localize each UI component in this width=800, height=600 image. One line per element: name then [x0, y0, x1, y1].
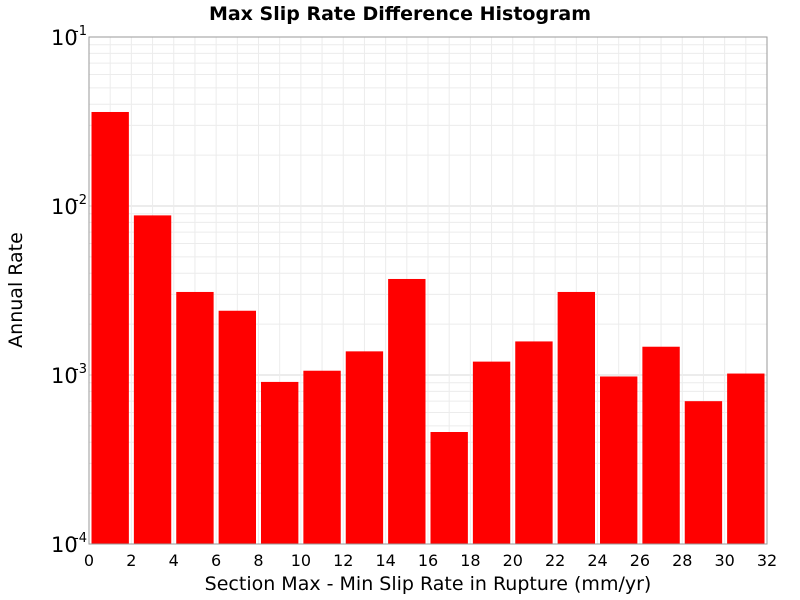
x-axis-ticks: 0 2 4 6 8 10 12 14 16 18 20 22 24 26 28 30 32 [84, 551, 777, 570]
y-axis-ticks: 10-410-310-210-1 [51, 24, 87, 557]
y-tick-label: 10-2 [51, 193, 87, 219]
x-tick-label: 0 [84, 551, 94, 570]
histogram-bar [600, 376, 638, 544]
chart-title: Max Slip Rate Difference Histogram [209, 3, 591, 25]
histogram-bar [472, 361, 511, 544]
x-tick-label: 20 [503, 551, 523, 570]
y-tick-base: 10 [51, 364, 78, 388]
histogram-bar [727, 373, 765, 544]
x-tick-label: 18 [460, 551, 480, 570]
histogram-bar [557, 291, 595, 544]
histogram-bar [176, 291, 214, 544]
y-tick-base: 10 [51, 195, 78, 219]
x-tick-label: 12 [333, 551, 353, 570]
histogram-bar [91, 111, 129, 545]
y-tick-label: 10-4 [51, 531, 87, 557]
histogram-bar [642, 346, 680, 544]
x-tick-label: 8 [253, 551, 263, 570]
x-tick-label: 30 [714, 551, 734, 570]
y-tick-label: 10-3 [51, 362, 87, 388]
y-tick-label: 10-1 [51, 24, 87, 50]
bars [91, 111, 765, 545]
histogram-bar [133, 215, 172, 544]
x-tick-label: 6 [211, 551, 221, 570]
x-tick-label: 22 [545, 551, 565, 570]
y-tick-exponent: -4 [74, 531, 87, 546]
x-tick-label: 2 [126, 551, 136, 570]
y-axis-label: Annual Rate [5, 232, 27, 348]
x-tick-label: 16 [418, 551, 438, 570]
histogram-bar [515, 341, 553, 544]
histogram-bar [345, 351, 384, 544]
plot-frame [88, 36, 768, 545]
x-tick-label: 4 [169, 551, 179, 570]
y-tick-base: 10 [51, 26, 78, 50]
x-tick-label: 26 [630, 551, 650, 570]
histogram-bar [388, 278, 426, 544]
histogram-bar [261, 381, 299, 544]
y-tick-exponent: -1 [74, 24, 87, 39]
histogram-bar [430, 431, 468, 544]
y-tick-base: 10 [51, 533, 78, 557]
histogram-bar [303, 370, 341, 544]
y-tick-exponent: -3 [74, 362, 87, 377]
x-tick-label: 14 [375, 551, 395, 570]
y-tick-exponent: -2 [74, 193, 87, 208]
histogram-bar [218, 310, 256, 544]
x-tick-label: 28 [672, 551, 692, 570]
x-tick-label: 24 [587, 551, 607, 570]
x-tick-label: 32 [757, 551, 777, 570]
histogram-bar [684, 401, 723, 544]
x-tick-label: 10 [291, 551, 311, 570]
x-axis-label: Section Max - Min Slip Rate in Rupture (… [205, 573, 652, 595]
